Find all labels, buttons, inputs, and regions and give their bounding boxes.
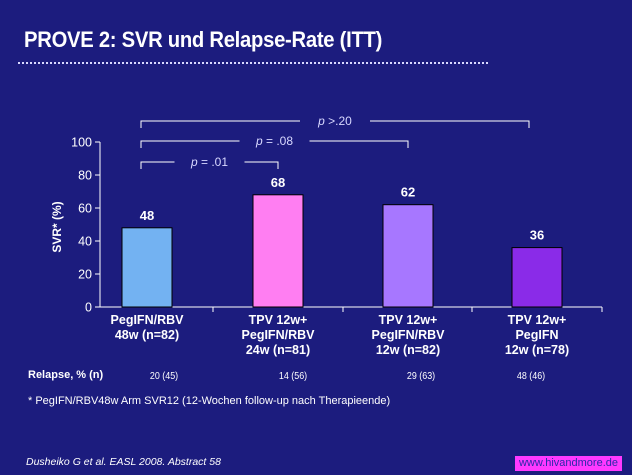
bar xyxy=(382,204,434,308)
relapse-value: 29 (63) xyxy=(406,370,436,382)
x-category-label: TPV 12w+ PegIFN 12w (n=78) xyxy=(472,313,602,358)
x-category-label-line: TPV 12w+ xyxy=(248,313,308,327)
bar xyxy=(121,227,173,308)
bar-value-label: 36 xyxy=(530,228,544,243)
p-value-label: p >.20 xyxy=(317,114,352,128)
y-tick-label: 100 xyxy=(71,136,92,150)
y-tick-label: 40 xyxy=(78,235,92,249)
bar-value-label: 62 xyxy=(401,185,415,200)
x-category-label-line: 12w (n=78) xyxy=(504,343,570,357)
p-value-label: p = .08 xyxy=(255,134,293,148)
y-tick-label: 80 xyxy=(78,169,92,183)
bar xyxy=(511,247,563,308)
x-category-label-line: PegIFN/RBV xyxy=(110,313,184,327)
bar-value-label: 68 xyxy=(271,175,285,190)
x-category-label-line: 24w (n=81) xyxy=(245,343,311,357)
x-category-label: TPV 12w+ PegIFN/RBV 24w (n=81) xyxy=(213,313,343,358)
x-category-label: TPV 12w+ PegIFN/RBV 12w (n=82) xyxy=(343,313,473,358)
y-tick-label: 20 xyxy=(78,268,92,282)
p-value-label-bg xyxy=(300,115,370,127)
x-category-label-line: TPV 12w+ xyxy=(378,313,438,327)
p-value-label-bg xyxy=(174,156,245,168)
x-category-label-line: 48w (n=82) xyxy=(114,328,180,342)
footnote: * PegIFN/RBV48w Arm SVR12 (12-Wochen fol… xyxy=(28,395,391,407)
x-category-label-line: TPV 12w+ xyxy=(507,313,567,327)
y-tick-label: 60 xyxy=(78,202,92,216)
citation: Dusheiko G et al. EASL 2008. Abstract 58 xyxy=(26,456,221,468)
y-axis-title: SVR* (%) xyxy=(50,201,64,252)
relapse-value: 48 (46) xyxy=(516,370,546,382)
slide-title: PROVE 2: SVR und Relapse-Rate (ITT) xyxy=(24,27,383,52)
y-tick-label: 0 xyxy=(85,301,92,315)
relapse-row-label: Relapse, % (n) xyxy=(28,369,104,381)
x-category-label-line: PegIFN/RBV xyxy=(371,328,445,342)
relapse-value: 20 (45) xyxy=(149,370,179,382)
p-value-label-bg xyxy=(239,135,310,147)
relapse-value: 14 (56) xyxy=(278,370,308,382)
bar-value-label: 48 xyxy=(140,208,154,223)
x-category-label: PegIFN/RBV 48w (n=82) xyxy=(82,313,212,343)
p-value-label: p = .01 xyxy=(190,155,228,169)
title-divider xyxy=(18,62,488,64)
x-category-label-line: 12w (n=82) xyxy=(375,343,441,357)
x-category-label-line: PegIFN xyxy=(515,328,559,342)
bar xyxy=(252,194,304,308)
x-category-label-line: PegIFN/RBV xyxy=(241,328,315,342)
website-watermark[interactable]: www.hivandmore.de xyxy=(514,456,622,471)
